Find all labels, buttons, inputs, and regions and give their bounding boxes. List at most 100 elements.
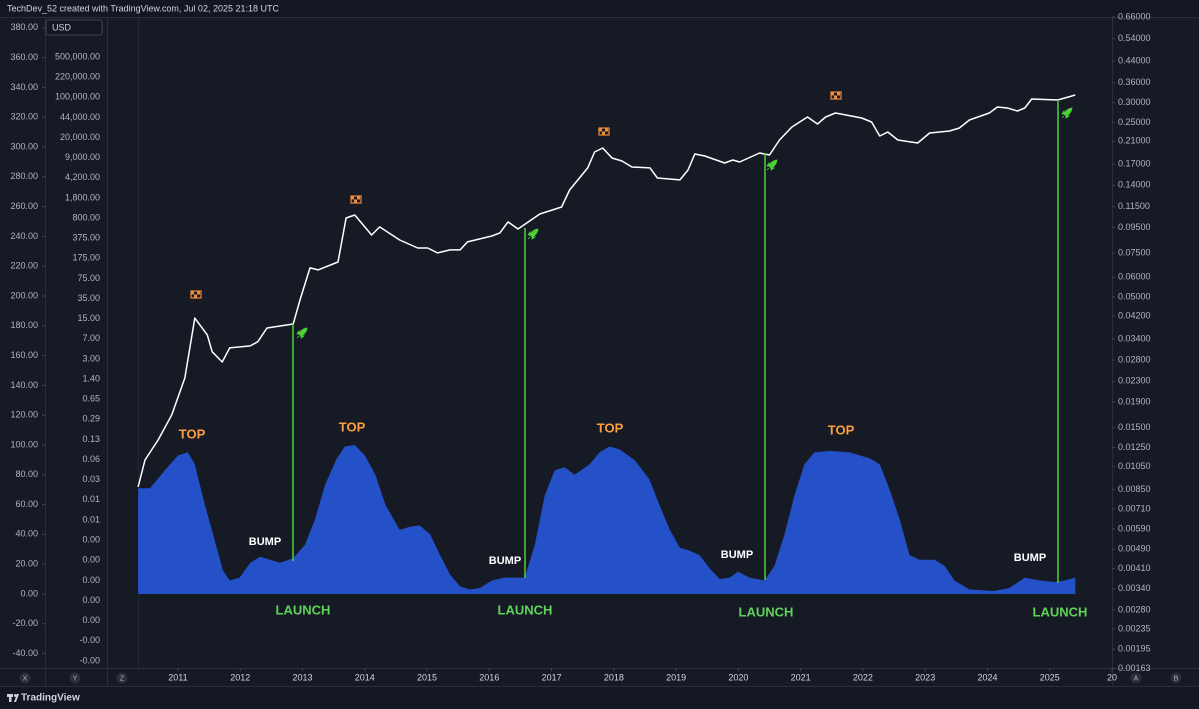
rocket-icon: [766, 159, 778, 171]
annotation: TOP: [597, 420, 624, 435]
axis-button[interactable]: [116, 672, 128, 684]
y-tick-label: 100.00: [10, 439, 38, 449]
y-tick-label: 340.00: [10, 82, 38, 92]
x-tick-label: 2017: [542, 672, 562, 682]
x-tick-label: 2024: [977, 672, 997, 682]
y-tick-label: 180.00: [10, 320, 38, 330]
annotation: LAUNCH: [739, 604, 794, 619]
price-axis-label: 500,000.00: [55, 51, 100, 61]
y2-tick-label: 0.00850: [1118, 484, 1151, 494]
header-bar: [0, 0, 1199, 17]
y2-tick-label: 0.00280: [1118, 604, 1151, 614]
annotation: TOP: [179, 426, 206, 441]
price-axis-label: 4,200.00: [65, 172, 100, 182]
flag-icon-check: [599, 128, 608, 135]
price-axis-label: 75.00: [77, 273, 100, 283]
price-axis-label: 7.00: [82, 333, 100, 343]
price-axis-label: 0.00: [82, 534, 100, 544]
y2-tick-label: 0.01900: [1118, 396, 1151, 406]
y2-tick-label: 0.44000: [1118, 55, 1151, 65]
x-tick-label: 2019: [666, 672, 686, 682]
y-tick-label: 160.00: [10, 350, 38, 360]
annotation: LAUNCH: [276, 602, 331, 617]
y-tick-label: 120.00: [10, 410, 38, 420]
price-axis-label: 375.00: [72, 233, 100, 243]
annotation: TOP: [828, 422, 855, 437]
x-tick-label: 20: [1107, 672, 1117, 682]
annotation: BUMP: [721, 549, 753, 561]
y2-tick-label: 0.36000: [1118, 77, 1151, 87]
launch-lines: [292, 100, 1059, 583]
price-axis-label: -0.00: [79, 635, 100, 645]
price-axis-label: 1.40: [82, 373, 100, 383]
logo-part: [9, 694, 12, 702]
y2-tick-label: 0.00340: [1118, 583, 1151, 593]
footer-bar: [0, 686, 1199, 709]
axis-button[interactable]: [19, 672, 31, 684]
y2-tick-label: 0.00195: [1118, 644, 1151, 654]
y2-tick-label: 0.17000: [1118, 159, 1151, 169]
price-axis-label: 800.00: [72, 212, 100, 222]
price-axis-label: 0.29: [82, 414, 100, 424]
axis-button-label: Y: [73, 675, 78, 682]
y2-tick-label: 0.66000: [1118, 11, 1151, 21]
axis-button[interactable]: [69, 672, 81, 684]
price-axis-label: 220,000.00: [55, 72, 100, 82]
y2-tick-label: 0.02300: [1118, 376, 1151, 386]
y-tick-label: 0.00: [20, 588, 38, 598]
y2-tick-label: 0.00235: [1118, 623, 1151, 633]
price-line: [137, 94, 1076, 488]
annotation: BUMP: [249, 536, 281, 548]
y2-tick-label: 0.07500: [1118, 247, 1151, 257]
y-tick-label: 280.00: [10, 171, 38, 181]
currency-badge[interactable]: [45, 19, 103, 36]
annotation: TOP: [339, 419, 366, 434]
annotation: BUMP: [1014, 552, 1046, 564]
annotation: LAUNCH: [498, 602, 553, 617]
axis-button-label: X: [23, 675, 28, 682]
y-tick-label: 320.00: [10, 112, 38, 122]
footer-text: TradingView: [21, 693, 80, 704]
y2-tick-label: 0.25000: [1118, 117, 1151, 127]
y2-tick-label: 0.14000: [1118, 180, 1151, 190]
y-tick-label: 380.00: [10, 22, 38, 32]
price-axis-label: 0.00: [82, 555, 100, 565]
flag-icon-check: [831, 92, 840, 99]
y2-tick-label: 0.04200: [1118, 310, 1151, 320]
y-tick-label: -20.00: [12, 618, 38, 628]
y2-tick-label: 0.01250: [1118, 442, 1151, 452]
price-axis-label: 0.00: [82, 615, 100, 625]
annotation: LAUNCH: [1033, 604, 1088, 619]
y-tick-label: -40.00: [12, 648, 38, 658]
x-tick-label: 2016: [479, 672, 499, 682]
axis-button[interactable]: [1170, 672, 1182, 684]
x-tick-label: 2013: [293, 672, 313, 682]
x-tick-label: 2011: [168, 672, 187, 682]
price-axis-label: 0.01: [82, 494, 100, 504]
price-axis-label: 175.00: [72, 253, 100, 263]
annotation: BUMP: [489, 555, 521, 567]
y2-tick-label: 0.02800: [1118, 354, 1151, 364]
header-text: TechDev_52 created with TradingView.com,…: [7, 3, 279, 13]
axis-button[interactable]: [1130, 672, 1142, 684]
x-tick-label: 2018: [604, 672, 624, 682]
flag-icon-check: [351, 196, 360, 203]
x-tick-label: 2025: [1040, 672, 1060, 682]
y-tick-label: 220.00: [10, 261, 38, 271]
y-tick-label: 360.00: [10, 52, 38, 62]
price-axis-label: 1,800.00: [65, 192, 100, 202]
y-tick-label: 40.00: [15, 529, 38, 539]
x-tick-label: 2021: [791, 672, 811, 682]
x-tick-label: 2023: [915, 672, 935, 682]
y2-tick-label: 0.11500: [1118, 201, 1150, 211]
price-axis-label: 9,000.00: [65, 152, 100, 162]
price-axis-label: 44,000.00: [60, 112, 100, 122]
y2-tick-label: 0.01500: [1118, 422, 1151, 432]
x-tick-label: 2022: [853, 672, 873, 682]
y-tick-label: 260.00: [10, 201, 38, 211]
y2-tick-label: 0.03400: [1118, 333, 1151, 343]
axis-button-label: A: [1134, 675, 1139, 682]
